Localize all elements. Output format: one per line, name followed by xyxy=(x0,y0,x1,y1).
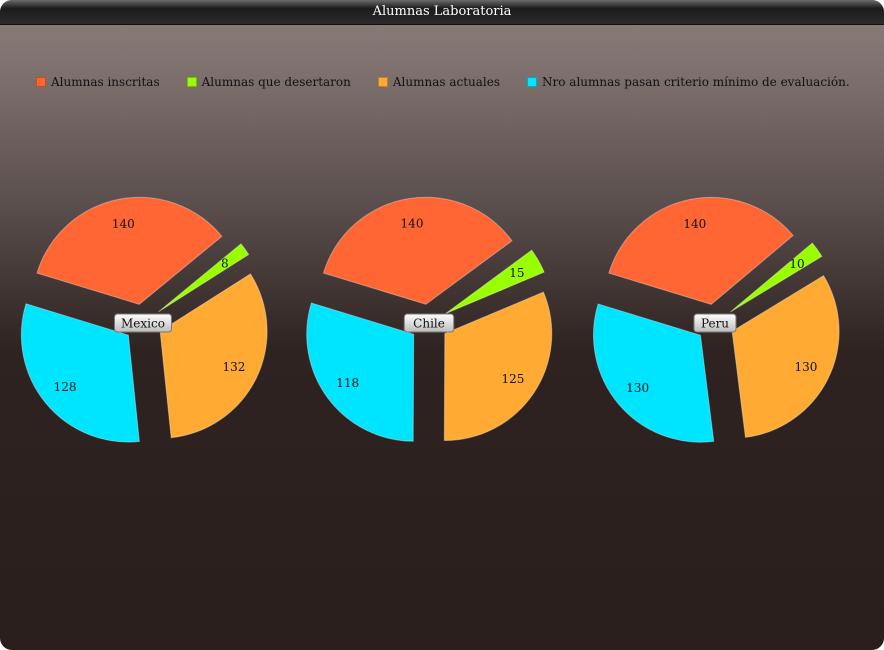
pie-slice[interactable] xyxy=(731,274,840,438)
legend-swatch xyxy=(527,77,538,87)
legend-item-inscritas[interactable]: Alumnas inscritas xyxy=(36,75,160,89)
legend-swatch xyxy=(377,77,388,87)
slice-value-label: 118 xyxy=(336,376,359,390)
slice-value-label: 130 xyxy=(794,360,817,374)
pie-peru: 140 10 130 130 Peru xyxy=(592,196,840,443)
legend-swatch xyxy=(186,77,197,87)
pie-name-label: Mexico xyxy=(121,317,165,331)
legend-label: Alumnas inscritas xyxy=(51,75,160,89)
slice-value-label: 140 xyxy=(683,217,706,231)
pie-slice[interactable] xyxy=(445,249,545,315)
legend-label: Alumnas actuales xyxy=(392,75,501,89)
pie-slice[interactable] xyxy=(306,302,415,442)
pie-slice[interactable] xyxy=(608,196,794,305)
pie-slice[interactable] xyxy=(36,196,223,305)
pie-name-badge[interactable] xyxy=(403,313,455,333)
slice-value-label: 132 xyxy=(222,360,245,374)
pie-name-label: Chile xyxy=(413,317,445,331)
slice-value-label: 125 xyxy=(502,372,525,386)
legend-label: Nro alumnas pasan criterio mínimo de eva… xyxy=(542,75,850,89)
legend-item-desertaron[interactable]: Alumnas que desertaron xyxy=(186,75,351,89)
slice-value-label: 10 xyxy=(789,257,804,271)
pie-slice[interactable] xyxy=(443,291,553,442)
slice-value-label: 140 xyxy=(401,216,424,230)
chart-legend: Alumnas inscritas Alumnas que desertaron… xyxy=(36,74,877,90)
pie-chile: 140 15 125 118 Chile xyxy=(306,196,553,442)
slice-value-label: 128 xyxy=(54,380,77,394)
pie-name-label: Peru xyxy=(701,317,729,331)
slice-value-label: 8 xyxy=(221,257,229,271)
slice-value-label: 15 xyxy=(509,266,524,280)
window-title: Alumnas Laboratoria xyxy=(0,0,884,25)
pie-slice[interactable] xyxy=(592,303,715,443)
pie-slice[interactable] xyxy=(158,243,250,313)
pie-slice[interactable] xyxy=(730,242,823,313)
legend-item-actuales[interactable]: Alumnas actuales xyxy=(377,75,501,89)
legend-item-criterio[interactable]: Nro alumnas pasan criterio mínimo de eva… xyxy=(527,75,850,89)
pie-slice[interactable] xyxy=(159,273,268,439)
legend-swatch xyxy=(36,77,46,87)
pie-name-badge[interactable] xyxy=(114,313,172,333)
pie-name-badge[interactable] xyxy=(693,313,737,333)
pie-mexico: 140 8 132 128 Mexico xyxy=(20,196,268,443)
pie-slice[interactable] xyxy=(20,303,140,443)
legend-label: Alumnas que desertaron xyxy=(201,75,351,89)
pie-slice[interactable] xyxy=(322,196,513,305)
slice-value-label: 130 xyxy=(626,381,649,395)
slice-value-label: 140 xyxy=(112,217,135,231)
